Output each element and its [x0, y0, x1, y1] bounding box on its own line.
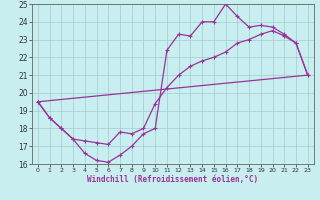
- X-axis label: Windchill (Refroidissement éolien,°C): Windchill (Refroidissement éolien,°C): [87, 175, 258, 184]
